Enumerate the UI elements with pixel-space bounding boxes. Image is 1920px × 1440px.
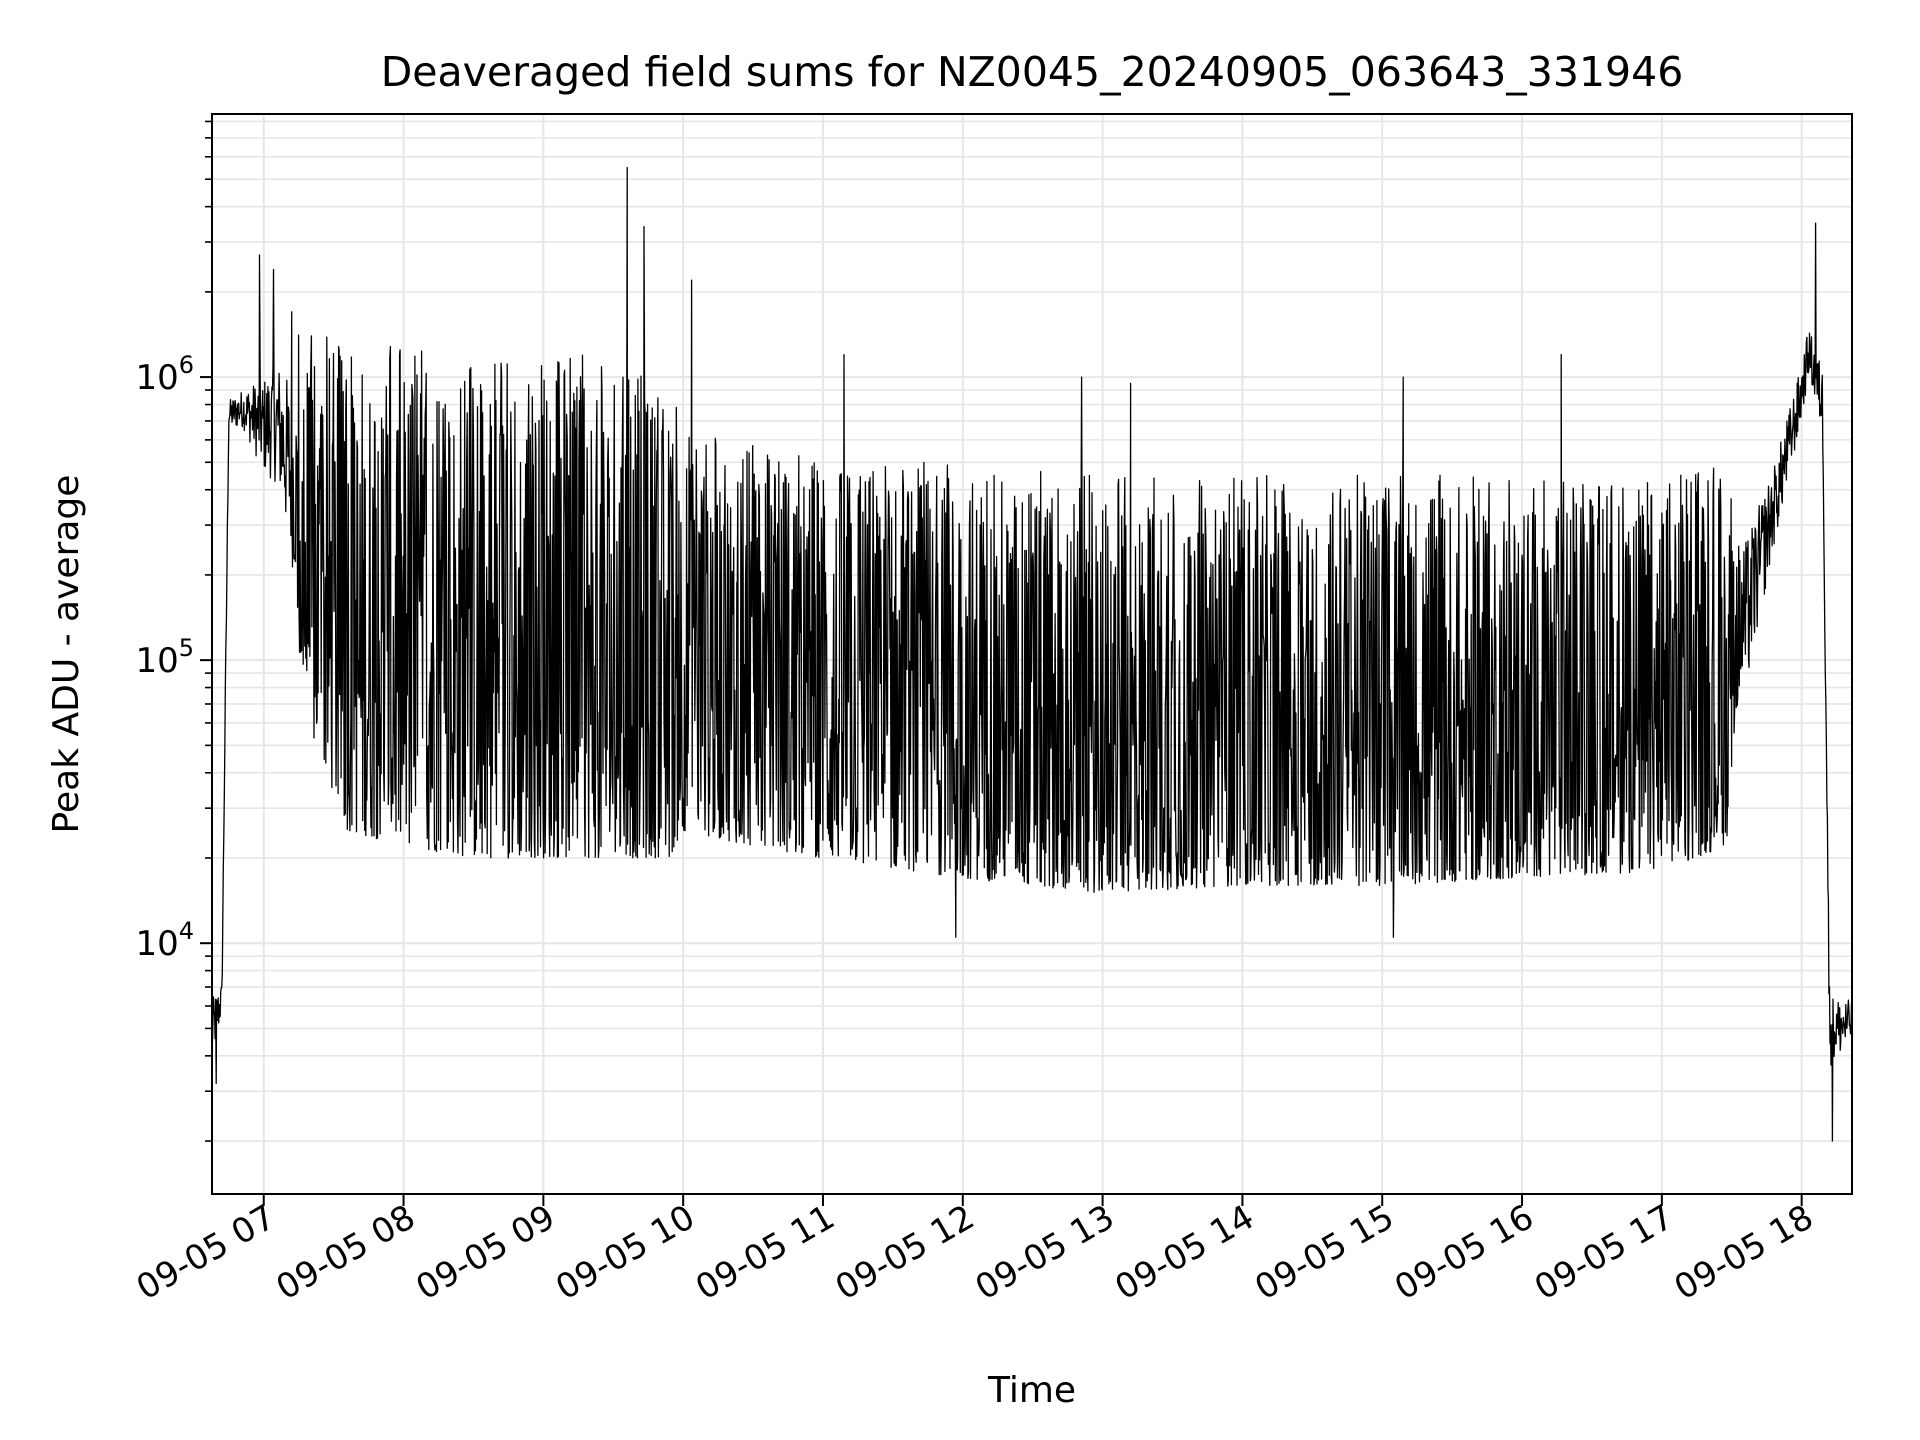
series-area [212, 166, 1852, 1142]
plot-frame [211, 113, 1853, 1195]
y-tick-label: 106 [135, 351, 194, 398]
y-tick-label: 105 [135, 634, 194, 681]
series-line [212, 166, 1852, 1142]
y-tick-label: 104 [135, 917, 194, 964]
x-axis-label: Time [987, 1370, 1076, 1411]
y-axis-label: Peak ADU - average [46, 475, 87, 834]
chart-title: Deaveraged field sums for NZ0045_2024090… [381, 48, 1684, 96]
y-axis: 104 105 106 [135, 120, 212, 1142]
